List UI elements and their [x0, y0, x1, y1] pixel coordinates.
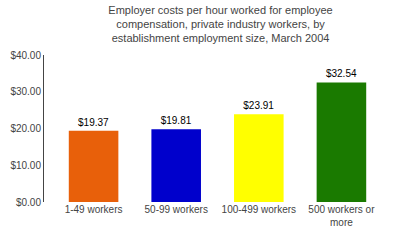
- svg-text:Employer costs per hour worked: Employer costs per hour worked for emplo…: [108, 4, 332, 45]
- svg-text:$10.00: $10.00: [10, 160, 41, 171]
- svg-text:$19.81: $19.81: [161, 115, 192, 126]
- svg-text:$40.00: $40.00: [10, 50, 41, 61]
- svg-text:$0.00: $0.00: [16, 197, 41, 208]
- svg-text:$19.37: $19.37: [78, 117, 109, 128]
- svg-text:100-499 workers: 100-499 workers: [222, 204, 296, 215]
- svg-text:50-99 workers: 50-99 workers: [145, 204, 208, 215]
- svg-text:$20.00: $20.00: [10, 123, 41, 134]
- svg-text:1-49 workers: 1-49 workers: [65, 204, 123, 215]
- svg-text:$23.91: $23.91: [243, 100, 274, 111]
- svg-text:500 workers ormore: 500 workers ormore: [308, 204, 375, 228]
- svg-text:$32.54: $32.54: [326, 68, 357, 79]
- svg-text:$30.00: $30.00: [10, 86, 41, 97]
